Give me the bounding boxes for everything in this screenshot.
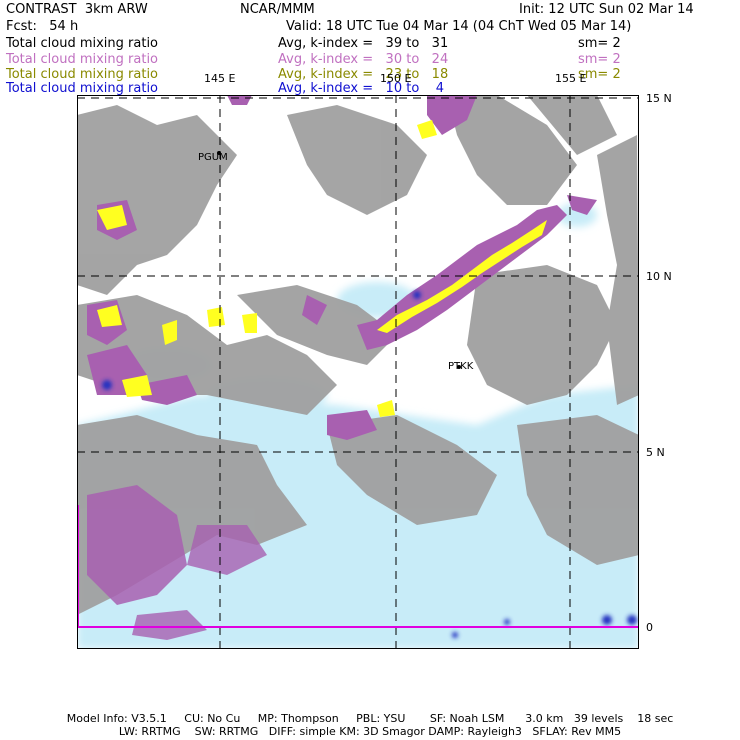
low-cloud-field xyxy=(97,120,547,417)
model-title: CONTRAST 3km ARW xyxy=(6,2,148,17)
station-marker-pgum xyxy=(217,151,221,155)
legend-field-3: Total cloud mixing ratio xyxy=(6,67,159,82)
legend-field-4: Total cloud mixing ratio xyxy=(6,81,159,96)
valid-time: Valid: 18 UTC Tue 04 Mar 14 (04 ChT Wed … xyxy=(286,19,632,34)
map-border xyxy=(77,95,639,649)
legend-sm-1: sm= 2 xyxy=(578,36,621,51)
init-time: Init: 12 UTC Sun 02 Mar 14 xyxy=(519,2,694,17)
legend-sm-3: sm= 2 xyxy=(578,67,621,82)
legend-range-2: Avg, k-index = 30 to 24 xyxy=(278,52,449,67)
org-label: NCAR/MMM xyxy=(240,2,315,17)
forecast-hour: Fcst: 54 h xyxy=(6,19,79,34)
station-label-ptkk: PTKK xyxy=(448,361,474,372)
high-cloud-field xyxy=(77,95,639,615)
lat-label-15n: 15 N xyxy=(646,92,672,105)
legend-range-1: Avg, k-index = 39 to 31 xyxy=(278,36,449,51)
station-marker-ptkk xyxy=(457,365,461,369)
lat-lon-grid xyxy=(77,95,639,649)
legend-range-3: Avg, k-index = 23 to 18 xyxy=(278,67,449,82)
model-info-line-2: LW: RRTMG SW: RRTMG DIFF: simple KM: 3D … xyxy=(118,725,622,738)
model-info-line-1: Model Info: V3.5.1 CU: No Cu MP: Thompso… xyxy=(66,712,674,725)
lat-label-5n: 5 N xyxy=(646,446,665,459)
cloud-map xyxy=(77,95,639,649)
lon-label-150: 150 E xyxy=(380,72,412,85)
lon-label-155: 155 E xyxy=(555,72,587,85)
lat-label-10n: 10 N xyxy=(646,270,672,283)
deep-cloud-cores xyxy=(102,291,637,638)
legend-field-1: Total cloud mixing ratio xyxy=(6,36,159,51)
legend-field-2: Total cloud mixing ratio xyxy=(6,52,159,67)
lon-label-145: 145 E xyxy=(204,72,236,85)
legend-sm-2: sm= 2 xyxy=(578,52,621,67)
legend-range-4: Avg, k-index = 10 to 4 xyxy=(278,81,445,96)
lat-label-0: 0 xyxy=(646,621,653,634)
station-label-pgum: PGUM xyxy=(198,152,228,163)
